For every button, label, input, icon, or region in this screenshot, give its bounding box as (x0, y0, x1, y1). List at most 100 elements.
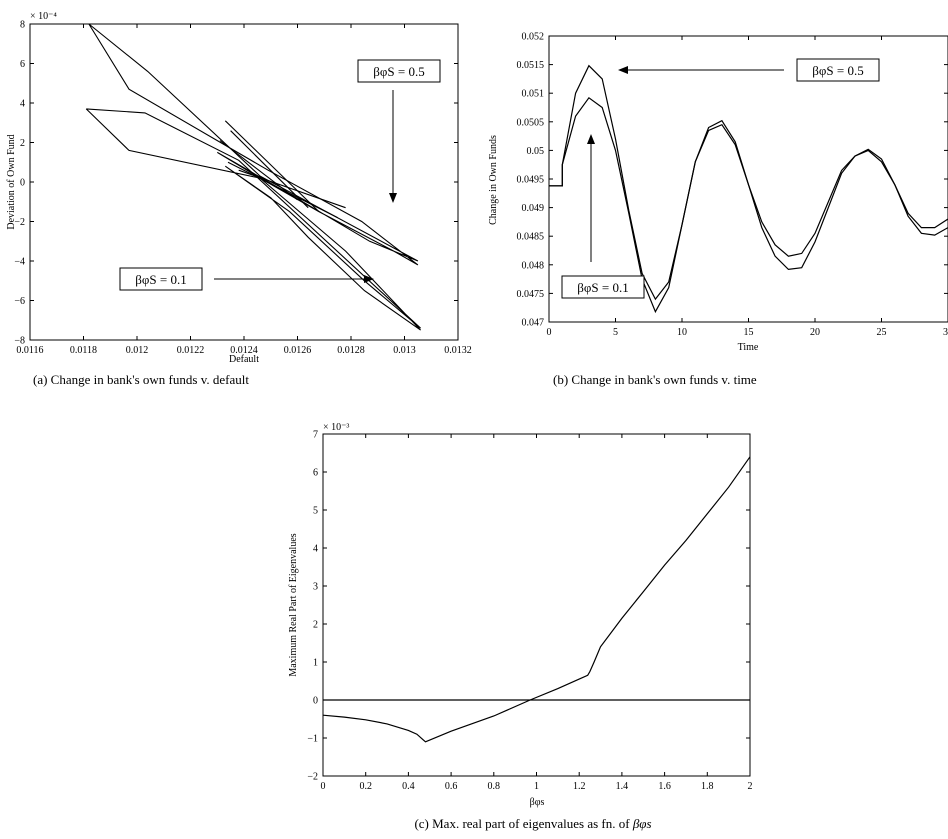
panel-b-x-tick-label: 20 (810, 327, 820, 338)
panel-a-series-line-4 (219, 140, 298, 201)
panel-a-series-line-3 (230, 130, 309, 209)
panel-a-series-line-6 (238, 169, 346, 209)
panel-c-x-tick-label: 0.6 (445, 781, 458, 792)
panel-b-x-tick-label: 10 (677, 327, 687, 338)
panel-c-y-tick-label: 7 (313, 430, 318, 441)
panel-c-x-tick-label: 1.6 (658, 781, 671, 792)
panel-c-x-tick-label: 0 (321, 781, 326, 792)
panel-c-x-tick-label: 1.4 (616, 781, 629, 792)
panel-b-annotation-0-text: βφS = 0.5 (812, 63, 863, 78)
panel-a-y-tick-label: 2 (20, 138, 25, 149)
panel-b-y-tick-label: 0.0495 (517, 175, 545, 186)
panel-a: 0.0116 0.0118 0.012 0.0122 0.0124 0.0126 0.012… (6, 11, 472, 387)
panel-c-y-tick-label: 1 (313, 658, 318, 669)
panel-a-annotation-1-arrowhead (364, 275, 374, 283)
panel-a-y-tick-label: 0 (20, 178, 25, 189)
panel-b-y-tick-label: 0.052 (522, 32, 545, 43)
panel-c-y-tick-label: 6 (313, 468, 318, 479)
panel-b-annotation-1-text: βφS = 0.1 (577, 280, 628, 295)
panel-c-x-tick-label: 0.4 (402, 781, 415, 792)
panel-c-x-tick-label: 2 (748, 781, 753, 792)
panel-b-series-line-0 (549, 64, 948, 301)
panel-a-x-ticks: 0.0116 0.0118 0.012 0.0122 0.0124 0.0126 0.012… (16, 24, 472, 356)
panel-a-annotation-0-text: βφS = 0.5 (373, 64, 424, 79)
panel-b-y-tick-label: 0.047 (522, 318, 545, 329)
panel-a-x-tick-label: 0.0132 (444, 345, 472, 356)
panel-b-y-tick-label: 0.0515 (517, 60, 545, 71)
panel-a-x-tick-label: 0.012 (126, 345, 149, 356)
panel-c: 0 0.2 0.4 0.6 0.8 1 1.2 1.4 1.6 1.8 2 −2 −1 0 1 2 3 4 5 6 7… (288, 422, 753, 831)
panel-a-series-line-5 (227, 161, 338, 219)
panel-c-x-tick-label: 1 (534, 781, 539, 792)
panel-a-series-line-2 (224, 120, 320, 212)
panel-a-x-tick-label: 0.013 (393, 345, 416, 356)
panel-a-x-tick-label: 0.0128 (337, 345, 365, 356)
panel-a-annotation-1-text: βφS = 0.1 (135, 272, 186, 287)
panel-b-series-line-1 (549, 96, 948, 314)
panel-a-y-tick-label: 4 (20, 99, 25, 110)
panel-c-y-tick-label: 5 (313, 506, 318, 517)
panel-b-x-tick-label: 30 (943, 327, 948, 338)
panel-a-y-tick-label: −2 (14, 217, 25, 228)
panel-b-xlabel: Time (738, 342, 759, 353)
panel-a-y-tick-label: −6 (14, 296, 25, 307)
panel-b-y-tick-label: 0.048 (522, 260, 545, 271)
panel-b-annotation-0-box (796, 58, 880, 82)
panel-a-y-tick-label: −8 (14, 336, 25, 347)
panel-a-annotation-0: βφS = 0.5 (357, 59, 441, 203)
panel-c-x-tick-label: 1.8 (701, 781, 714, 792)
panel-b-annotation-0-arrowhead (618, 66, 628, 74)
panel-c-y-tick-label: −2 (307, 772, 318, 783)
panel-c-series (322, 456, 751, 743)
panel-a-caption: (a) Change in bank's own funds v. defaul… (33, 372, 249, 387)
panel-b-y-tick-label: 0.05 (527, 146, 545, 157)
panel-b-x-tick-label: 25 (877, 327, 887, 338)
panel-a-annotation-0-arrowhead (389, 193, 397, 203)
panel-c-caption-symbol: βφs (632, 816, 652, 831)
panel-a-xlabel: Default (229, 354, 259, 365)
panel-c-y-ticks: −2 −1 0 1 2 3 4 5 6 7 (307, 430, 750, 783)
panel-c-x-ticks: 0 0.2 0.4 0.6 0.8 1 1.2 1.4 1.6 1.8 2 (321, 434, 753, 792)
panel-b-caption: (b) Change in bank's own funds v. time (553, 372, 757, 387)
panel-a-y-tick-label: −4 (14, 257, 25, 268)
panel-b-x-tick-label: 0 (547, 327, 552, 338)
panel-b-y-tick-label: 0.049 (522, 203, 545, 214)
panel-b-y-tick-label: 0.051 (522, 89, 545, 100)
panel-b-annotation-0: βφS = 0.5 (618, 58, 880, 82)
panel-b-y-tick-label: 0.0485 (517, 232, 545, 243)
panel-b-x-tick-label: 15 (744, 327, 754, 338)
panel-a-annotation-1-box (119, 267, 203, 291)
panel-a-x-tick-label: 0.0122 (177, 345, 205, 356)
panel-a-x-tick-label: 0.0126 (284, 345, 312, 356)
panel-c-y-tick-label: 0 (313, 696, 318, 707)
panel-c-ylabel: Maximum Real Part of Eigenvalues (288, 533, 299, 676)
panel-a-multiplier: × 10⁻⁴ (30, 11, 57, 22)
panel-c-caption-text: (c) Max. real part of eigenvalues as fn.… (414, 816, 632, 831)
panel-a-series (85, 23, 421, 331)
panel-c-x-tick-label: 0.8 (488, 781, 501, 792)
panel-b-annotation-1: βφS = 0.1 (561, 134, 645, 299)
panel-b-y-tick-label: 0.0505 (517, 117, 545, 128)
panel-c-y-tick-label: 4 (313, 544, 318, 555)
panel-b-y-tick-label: 0.0475 (517, 289, 545, 300)
panel-c-y-tick-label: 2 (313, 620, 318, 631)
panel-a-x-tick-label: 0.0124 (230, 345, 258, 356)
panel-c-caption: (c) Max. real part of eigenvalues as fn.… (414, 816, 651, 831)
panel-a-y-tick-label: 6 (20, 59, 25, 70)
panel-a-annotation-1: βφS = 0.1 (119, 267, 374, 291)
panel-b-annotation-1-box (561, 275, 645, 299)
panel-c-x-tick-label: 0.2 (359, 781, 372, 792)
panel-c-multiplier: × 10⁻³ (323, 422, 349, 433)
panel-a-x-tick-label: 0.0116 (16, 345, 43, 356)
panel-c-series-line-0 (322, 456, 751, 743)
panel-a-ylabel: Deviation of Own Fund (6, 134, 17, 229)
panel-b-y-ticks: 0.047 0.0475 0.048 0.0485 0.049 0.0495 0.05 0.0… (517, 32, 948, 329)
panel-c-y-tick-label: −1 (307, 734, 318, 745)
panel-c-xlabel: βφs (530, 797, 545, 808)
panel-c-x-tick-label: 1.2 (573, 781, 586, 792)
panel-a-x-tick-label: 0.0118 (70, 345, 97, 356)
panel-a-y-tick-label: 8 (20, 20, 25, 31)
panel-a-y-ticks: −8 −6 −4 −2 0 2 4 6 8 (14, 20, 458, 347)
panel-b-ylabel: Change in Own Funds (488, 135, 499, 225)
